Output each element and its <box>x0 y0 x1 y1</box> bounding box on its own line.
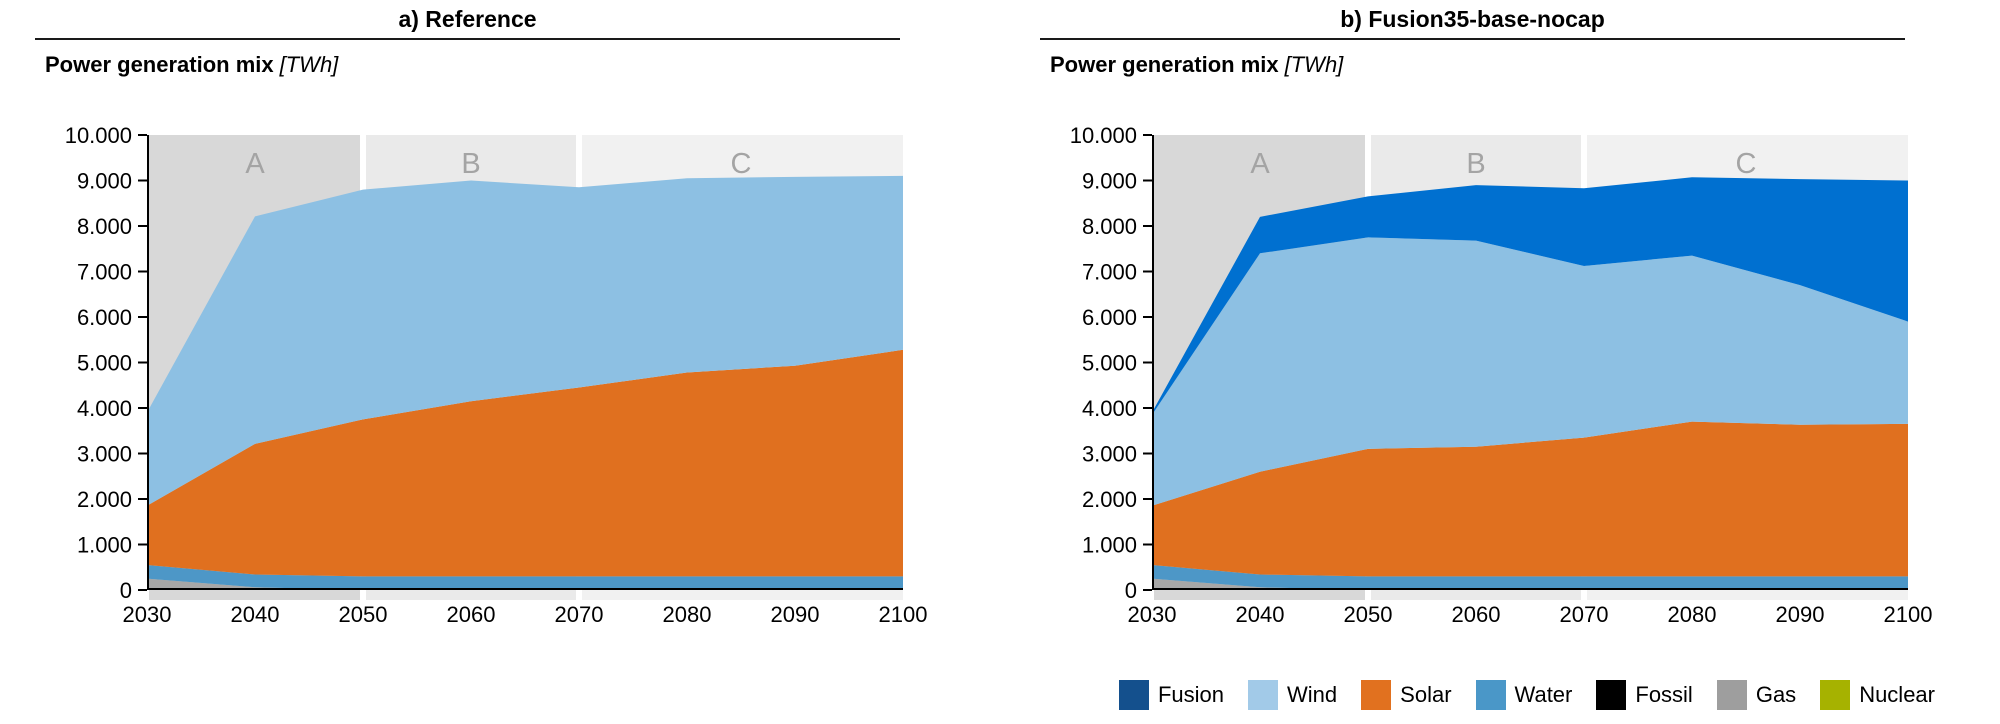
legend-item-solar: Solar <box>1361 680 1452 710</box>
legend-label-fusion: Fusion <box>1157 682 1225 707</box>
chart-a-plot: 0 1.000 2.000 3.000 4.000 5.000 6.000 7.000 8.00… <box>65 123 928 645</box>
legend-label-nuclear: Nuclear <box>1859 682 1935 707</box>
y-tick-label-4.000: 4.000 <box>77 396 132 421</box>
x-tick-label-2090: 2090 <box>771 602 820 627</box>
panel-a: a) Reference Power generation mix [TWh] 0… <box>35 4 927 664</box>
legend-item-fossil: Fossil <box>1596 680 1693 710</box>
y-tick-label-2.000: 2.000 <box>77 487 132 512</box>
x-tick-label-2100: 2100 <box>1884 602 1933 627</box>
legend-item-fusion: Fusion <box>1118 680 1225 710</box>
y-tick-label-1.000: 1.000 <box>1082 533 1137 558</box>
x-tick-label-2080: 2080 <box>663 602 712 627</box>
panel-b-title-rule <box>1040 38 1905 40</box>
panel-a-title-rule <box>35 38 900 40</box>
panel-a-subtitle-unit: [TWh] <box>279 52 339 77</box>
panel-b-title: b) Fusion35-base-nocap <box>1340 6 1605 32</box>
y-tick-label-5.000: 5.000 <box>1082 351 1137 376</box>
panel-b: b) Fusion35-base-nocap Power generation … <box>1040 4 1932 664</box>
area-fusion <box>1152 177 1908 415</box>
y-tick-label-10.000: 10.000 <box>1070 123 1137 148</box>
chart-b-plot: 0 1.000 2.000 3.000 4.000 5.000 6.000 7.000 8.00… <box>1070 123 1933 645</box>
chart-svg: 0 1.000 2.000 3.000 4.000 5.000 6.000 7.000 8.00… <box>1070 123 1933 627</box>
y-tick-label-6.000: 6.000 <box>77 305 132 330</box>
panel-a-subtitle: Power generation mix [TWh] <box>45 52 338 78</box>
x-tick-label-2080: 2080 <box>1668 602 1717 627</box>
y-tick-label-8.000: 8.000 <box>1082 214 1137 239</box>
y-tick-label-4.000: 4.000 <box>1082 396 1137 421</box>
y-tick-label-9.000: 9.000 <box>77 169 132 194</box>
y-tick-label-5.000: 5.000 <box>77 351 132 376</box>
legend-swatch-fossil <box>1596 680 1627 710</box>
y-tick-label-7.000: 7.000 <box>77 260 132 285</box>
y-tick-label-7.000: 7.000 <box>1082 260 1137 285</box>
legend-item-nuclear: Nuclear <box>1820 680 1935 710</box>
y-tick-label-2.000: 2.000 <box>1082 487 1137 512</box>
band-label-C: C <box>1736 148 1757 180</box>
y-tick-label-1.000: 1.000 <box>77 533 132 558</box>
x-tick-label-2060: 2060 <box>447 602 496 627</box>
area-water <box>147 565 903 590</box>
legend-swatch-fusion <box>1118 680 1149 710</box>
y-tick-label-3.000: 3.000 <box>1082 442 1137 467</box>
x-tick-label-2100: 2100 <box>879 602 928 627</box>
x-tick-label-2030: 2030 <box>123 602 172 627</box>
panel-b-subtitle: Power generation mix [TWh] <box>1050 52 1343 78</box>
band-label-C: C <box>731 148 752 180</box>
chart-svg: 0 1.000 2.000 3.000 4.000 5.000 6.000 7.000 8.00… <box>65 123 928 627</box>
area-wind <box>147 175 903 506</box>
area-solar <box>147 349 903 577</box>
legend-label-gas: Gas <box>1755 682 1797 707</box>
y-tick-label-8.000: 8.000 <box>77 214 132 239</box>
band-label-B: B <box>1466 148 1485 180</box>
area-solar <box>1152 421 1908 577</box>
x-tick-label-2050: 2050 <box>1344 602 1393 627</box>
band-label-A: A <box>1250 148 1270 180</box>
panel-a-title: a) Reference <box>398 6 537 32</box>
legend-label-water: Water <box>1514 682 1573 707</box>
area-water <box>1152 565 1908 590</box>
x-tick-label-2060: 2060 <box>1452 602 1501 627</box>
x-tick-label-2090: 2090 <box>1776 602 1825 627</box>
legend-item-water: Water <box>1475 680 1573 710</box>
legend-swatch-solar <box>1361 680 1392 710</box>
y-tick-label-0: 0 <box>1125 578 1137 603</box>
legend-swatch-wind <box>1248 680 1279 710</box>
panel-b-subtitle-text: Power generation mix <box>1050 52 1279 77</box>
panel-a-subtitle-text: Power generation mix <box>45 52 274 77</box>
x-tick-label-2040: 2040 <box>231 602 280 627</box>
y-tick-label-6.000: 6.000 <box>1082 305 1137 330</box>
legend: Fusion Wind Solar Water Fossil Gas Nuclear <box>1040 680 1935 710</box>
band-label-A: A <box>245 148 265 180</box>
x-tick-label-2040: 2040 <box>1236 602 1285 627</box>
x-tick-label-2030: 2030 <box>1128 602 1177 627</box>
band-label-B: B <box>461 148 480 180</box>
legend-label-fossil: Fossil <box>1635 682 1693 707</box>
legend-label-wind: Wind <box>1287 682 1338 707</box>
legend-swatch-water <box>1475 680 1506 710</box>
legend-swatch-gas <box>1716 680 1747 710</box>
y-tick-label-9.000: 9.000 <box>1082 169 1137 194</box>
legend-swatch-nuclear <box>1820 680 1851 710</box>
x-tick-label-2070: 2070 <box>555 602 604 627</box>
legend-label-solar: Solar <box>1400 682 1452 707</box>
y-tick-label-0: 0 <box>120 578 132 603</box>
area-wind <box>1152 237 1908 506</box>
legend-item-gas: Gas <box>1716 680 1797 710</box>
legend-item-wind: Wind <box>1248 680 1337 710</box>
y-tick-label-3.000: 3.000 <box>77 442 132 467</box>
x-tick-label-2070: 2070 <box>1560 602 1609 627</box>
x-tick-label-2050: 2050 <box>339 602 388 627</box>
panel-b-subtitle-unit: [TWh] <box>1284 52 1344 77</box>
y-tick-label-10.000: 10.000 <box>65 123 132 148</box>
